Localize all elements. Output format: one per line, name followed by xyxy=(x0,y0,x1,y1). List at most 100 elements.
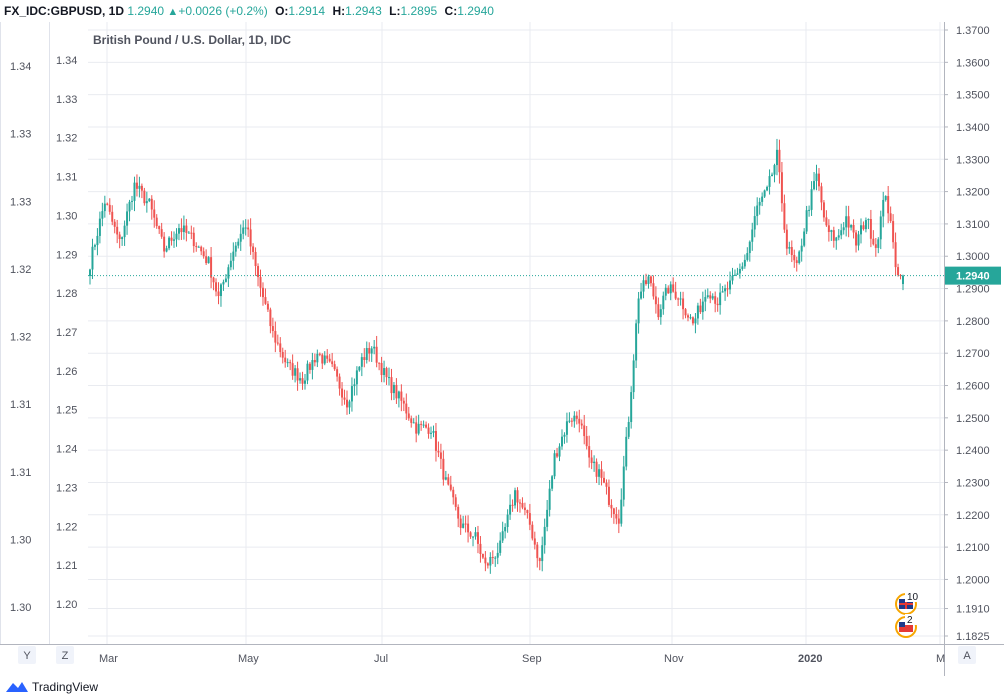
candle xyxy=(370,346,373,362)
candle-body xyxy=(790,247,793,256)
candle xyxy=(434,422,437,462)
right-axis-tick-label: 1.2700 xyxy=(956,348,990,360)
candle-body xyxy=(308,363,311,370)
candle-body xyxy=(375,346,378,363)
candle xyxy=(637,291,640,334)
price-chart[interactable]: 1.34 1.33 1.32 1.31 1.30 1.29 1.28 1.27 1.26 1.25… xyxy=(0,22,1004,676)
candle xyxy=(158,225,161,234)
candle-body xyxy=(328,358,331,362)
candle xyxy=(222,279,225,291)
candle xyxy=(654,286,657,314)
inner-axis-tick-label: 1.25 xyxy=(56,405,77,417)
candle-body xyxy=(138,185,141,189)
inner-axis-tick-label: 1.28 xyxy=(56,288,77,300)
candle-body xyxy=(622,466,625,500)
candle xyxy=(417,414,420,436)
candle xyxy=(491,550,494,565)
candle xyxy=(778,139,781,184)
candle-body xyxy=(808,209,811,211)
candle xyxy=(627,416,630,440)
candle-body xyxy=(140,185,143,191)
candle-body xyxy=(543,526,546,546)
candle xyxy=(509,494,512,520)
candle xyxy=(190,225,193,240)
candle xyxy=(803,228,806,248)
candle xyxy=(647,274,650,289)
candle xyxy=(175,228,178,247)
candle xyxy=(138,176,141,198)
candle xyxy=(345,390,348,415)
candle xyxy=(773,163,776,183)
candle-body xyxy=(701,301,704,313)
candle xyxy=(788,241,791,254)
candle-body xyxy=(840,230,843,236)
outer-axis-tick-label: 1.33 xyxy=(10,129,31,141)
right-price-axis[interactable]: 1.3700 1.3600 1.3500 1.3400 1.3300 1.3200 1.31… xyxy=(944,25,1001,643)
candle-body xyxy=(897,267,900,276)
candle xyxy=(392,382,395,401)
candle xyxy=(168,236,171,251)
candle xyxy=(368,342,371,362)
brand-name: TradingView xyxy=(32,680,99,694)
candle xyxy=(827,219,830,242)
candle xyxy=(565,412,568,443)
candle xyxy=(239,224,242,251)
right-axis-tick-label: 1.1910 xyxy=(956,604,990,616)
us-flag-field xyxy=(899,622,913,632)
symbol-name[interactable]: FX_IDC:GBPUSD, 1D xyxy=(4,4,125,18)
candle-body xyxy=(420,423,423,425)
candle xyxy=(249,218,252,255)
candle-body xyxy=(541,545,544,562)
candle xyxy=(281,347,284,364)
candle xyxy=(244,219,247,236)
event-badge-us[interactable]: 2 xyxy=(895,614,919,638)
candle-body xyxy=(771,174,774,177)
candle xyxy=(726,281,729,297)
candle xyxy=(229,252,232,271)
candle xyxy=(111,205,114,226)
right-axis-tick-label: 1.3100 xyxy=(956,219,990,231)
candle xyxy=(899,274,902,280)
candle xyxy=(113,219,116,234)
candle-body xyxy=(153,209,156,218)
candle xyxy=(575,411,578,425)
candle-body xyxy=(232,251,235,261)
candle xyxy=(422,420,425,428)
candle xyxy=(741,262,744,271)
candle-body xyxy=(459,518,462,528)
time-axis-label: Mar xyxy=(99,653,118,665)
candle-body xyxy=(390,377,393,394)
brand-footer[interactable]: TradingView xyxy=(0,676,306,698)
candle xyxy=(568,412,571,424)
scale-button-y[interactable]: Y xyxy=(18,646,36,664)
candle-body xyxy=(721,291,724,293)
time-axis[interactable]: Mar May Jul Sep Nov 2020 M Y Z A xyxy=(18,646,976,665)
candle xyxy=(761,192,764,207)
candle-body xyxy=(504,527,507,532)
candle xyxy=(126,203,129,235)
candle xyxy=(600,461,603,486)
candle-body xyxy=(674,291,677,299)
candle xyxy=(845,205,848,237)
candle xyxy=(205,249,208,266)
candle xyxy=(343,389,346,405)
candle-body xyxy=(810,189,813,210)
candle xyxy=(560,429,563,450)
candle-body xyxy=(877,239,880,248)
candle-body xyxy=(553,453,556,477)
candle-body xyxy=(380,363,383,376)
low-value: 1.2895 xyxy=(400,4,438,18)
candle xyxy=(353,378,356,396)
event-badges[interactable]: 10 2 xyxy=(895,591,919,638)
candle-body xyxy=(837,235,840,238)
candle-body xyxy=(590,457,593,464)
candle-body xyxy=(763,190,766,197)
scale-button-z[interactable]: Z xyxy=(56,646,74,664)
scale-button-a[interactable]: A xyxy=(958,646,976,664)
candle xyxy=(271,317,274,338)
candle xyxy=(585,425,588,450)
candle xyxy=(805,205,808,235)
candle-body xyxy=(528,513,531,525)
candle-body xyxy=(215,282,218,292)
candle-body xyxy=(850,224,853,228)
